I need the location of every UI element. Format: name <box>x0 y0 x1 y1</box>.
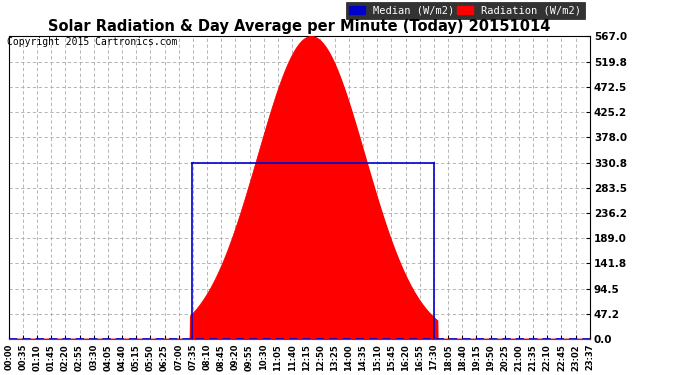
Text: Copyright 2015 Cartronics.com: Copyright 2015 Cartronics.com <box>7 37 177 47</box>
Title: Solar Radiation & Day Average per Minute (Today) 20151014: Solar Radiation & Day Average per Minute… <box>48 19 551 34</box>
Legend: Median (W/m2), Radiation (W/m2): Median (W/m2), Radiation (W/m2) <box>346 2 584 19</box>
